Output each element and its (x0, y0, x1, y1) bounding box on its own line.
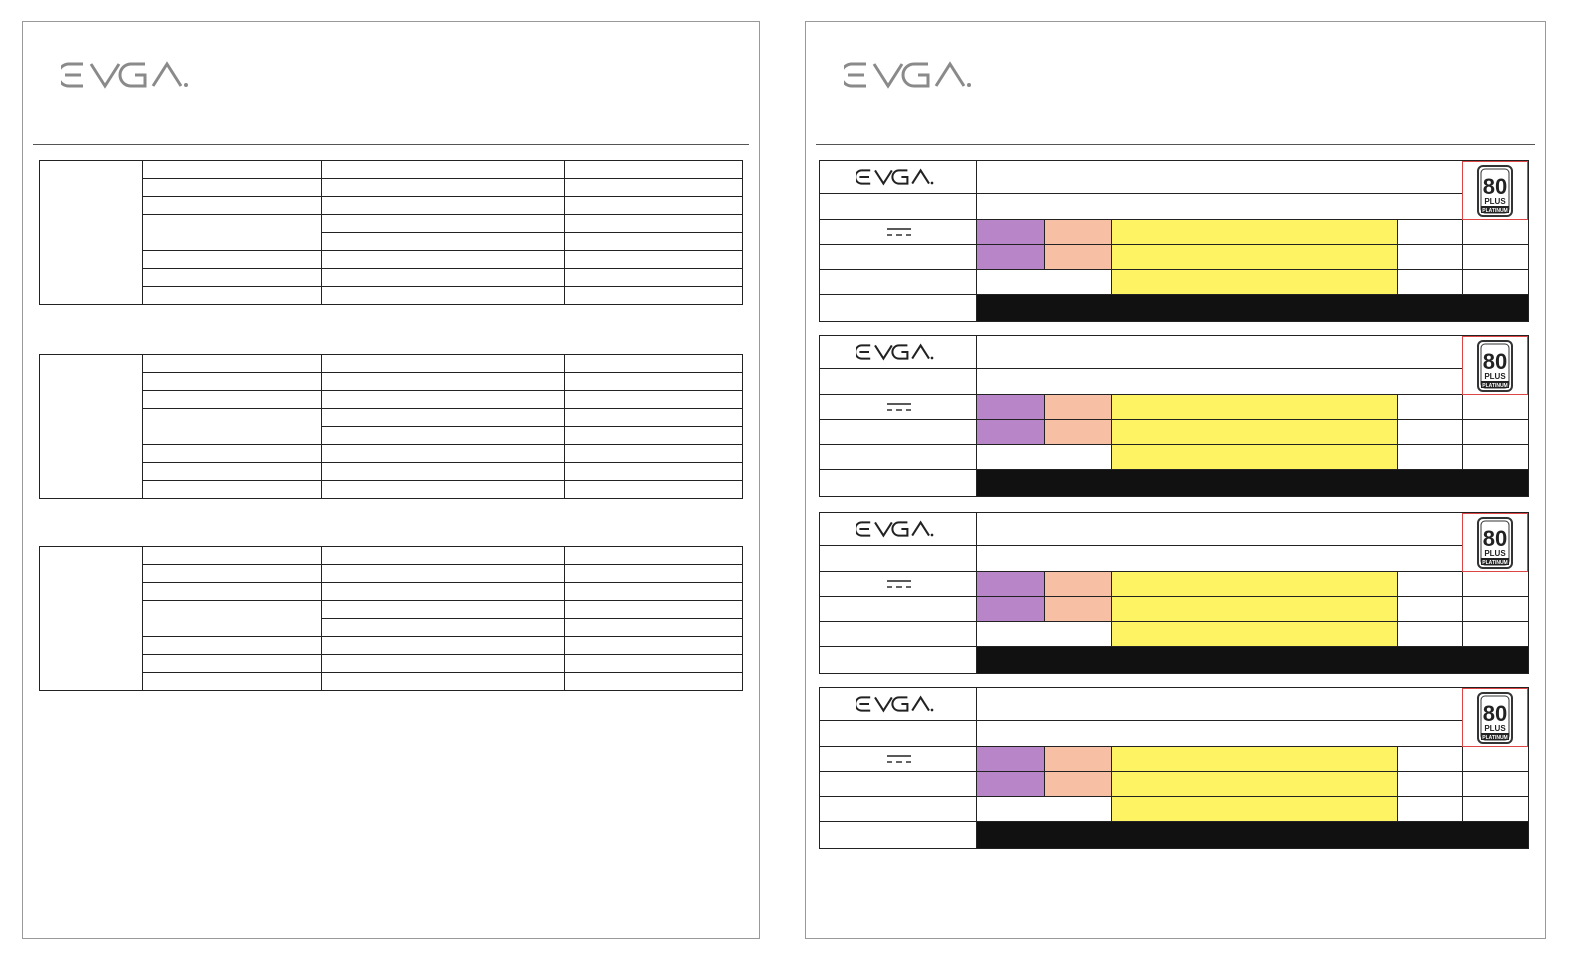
spec-side-cell (39, 160, 143, 305)
header-divider (816, 144, 1535, 145)
psu-label-2: 80 PLUS PLATINUM (819, 335, 1529, 497)
dc-current-icon (887, 755, 911, 763)
svg-text:PLATINUM: PLATINUM (1482, 208, 1507, 214)
evga-logo (844, 61, 971, 89)
header-divider (33, 144, 749, 145)
svg-text:PLATINUM: PLATINUM (1482, 560, 1507, 566)
black-bar (976, 821, 1528, 848)
80-plus-platinum-badge: 80 PLUS PLATINUM (1462, 688, 1528, 747)
spec-side-cell (39, 354, 143, 499)
svg-text:PLUS: PLUS (1484, 197, 1506, 206)
yellow-cell (1111, 219, 1397, 294)
evga-label-logo (856, 695, 934, 713)
svg-text:PLUS: PLUS (1484, 724, 1506, 733)
yellow-cell (1111, 746, 1397, 821)
svg-text:80: 80 (1483, 174, 1507, 199)
black-bar (976, 294, 1528, 321)
dc-current-icon (887, 228, 911, 236)
80-plus-platinum-badge: 80 PLUS PLATINUM (1462, 513, 1528, 572)
dc-current-icon (887, 580, 911, 588)
yellow-cell (1111, 394, 1397, 469)
evga-logo (61, 61, 188, 89)
yellow-cell (1111, 571, 1397, 646)
black-bar (976, 646, 1528, 673)
spec-table-3 (39, 546, 743, 691)
evga-label-logo (856, 168, 934, 186)
right-page: 80 PLUS PLATINUM (805, 21, 1546, 939)
svg-text:PLUS: PLUS (1484, 372, 1506, 381)
svg-text:80: 80 (1483, 526, 1507, 551)
svg-text:PLATINUM: PLATINUM (1482, 383, 1507, 389)
80-plus-platinum-badge: 80 PLUS PLATINUM (1462, 336, 1528, 395)
evga-label-logo (856, 520, 934, 538)
spec-table-2 (39, 354, 743, 499)
svg-text:80: 80 (1483, 349, 1507, 374)
spec-side-cell (39, 546, 143, 691)
svg-text:PLUS: PLUS (1484, 549, 1506, 558)
spec-table-1 (39, 160, 743, 305)
psu-label-3: 80 PLUS PLATINUM (819, 512, 1529, 674)
80-plus-platinum-badge: 80 PLUS PLATINUM (1462, 161, 1528, 220)
psu-label-1: 80 PLUS PLATINUM (819, 160, 1529, 322)
dc-current-icon (887, 403, 911, 411)
left-page (22, 21, 760, 939)
svg-text:80: 80 (1483, 701, 1507, 726)
svg-text:PLATINUM: PLATINUM (1482, 735, 1507, 741)
psu-label-4: 80 PLUS PLATINUM (819, 687, 1529, 849)
evga-label-logo (856, 343, 934, 361)
black-bar (976, 469, 1528, 496)
